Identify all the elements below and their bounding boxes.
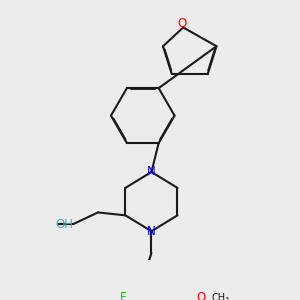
- Text: OH: OH: [56, 218, 74, 230]
- Text: N: N: [147, 166, 156, 178]
- Text: N: N: [147, 225, 156, 238]
- Text: O: O: [197, 291, 206, 300]
- Text: O: O: [177, 17, 186, 31]
- Text: CH₃: CH₃: [211, 293, 230, 300]
- Text: F: F: [120, 291, 127, 300]
